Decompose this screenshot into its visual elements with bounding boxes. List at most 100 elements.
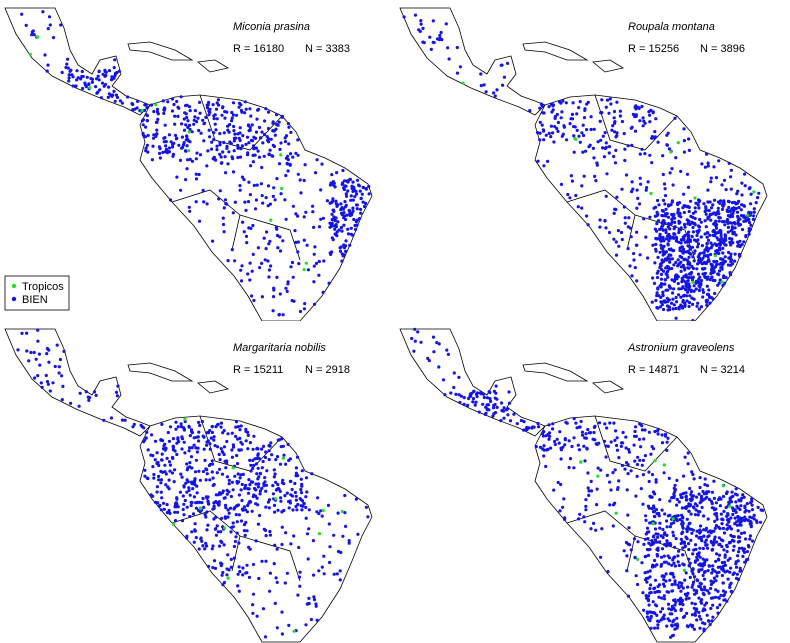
occurrence-dot [553, 442, 557, 447]
occurrence-dot [645, 526, 650, 530]
occurrence-dot [721, 262, 725, 266]
occurrence-dot [665, 237, 669, 241]
occurrence-dot [709, 586, 713, 591]
occurrence-dot [690, 245, 695, 249]
occurrence-dot [658, 250, 662, 254]
occurrence-dot [651, 490, 656, 494]
occurrence-dot [272, 144, 276, 149]
occurrence-dot [584, 436, 588, 440]
occurrence-dot [253, 207, 258, 211]
occurrence-dot [717, 596, 721, 600]
occurrence-dot [187, 425, 191, 429]
occurrence-dot [264, 247, 268, 251]
occurrence-dot [210, 459, 214, 463]
occurrence-dot [542, 138, 546, 142]
occurrence-dot [689, 214, 693, 218]
tropicos-dot [746, 213, 750, 217]
occurrence-dot [648, 575, 652, 579]
occurrence-dot [183, 451, 187, 455]
occurrence-dot [722, 531, 727, 535]
occurrence-dot [728, 221, 732, 225]
occurrence-dot [751, 539, 755, 543]
occurrence-dot [159, 490, 163, 494]
occurrence-dot [585, 214, 589, 218]
occurrence-dot [240, 144, 244, 148]
occurrence-dot [298, 309, 303, 314]
occurrence-dot [263, 119, 267, 123]
occurrence-dot [232, 149, 236, 153]
occurrence-dot [734, 510, 738, 514]
occurrence-dot [173, 468, 177, 472]
occurrence-dot [705, 613, 709, 617]
occurrence-dot [696, 579, 700, 583]
occurrence-dot [551, 422, 555, 426]
occurrence-dot [673, 216, 677, 220]
occurrence-dot [636, 582, 640, 587]
occurrence-dot [467, 396, 471, 401]
occurrence-dot [215, 423, 220, 427]
tropicos-dot [226, 576, 230, 580]
occurrence-dot [254, 482, 258, 486]
occurrence-dot [218, 152, 222, 156]
occurrence-dot [222, 445, 227, 449]
occurrence-dot [692, 548, 696, 552]
occurrence-dot [187, 105, 192, 109]
occurrence-dot [268, 148, 272, 152]
occurrence-dot [587, 145, 591, 149]
occurrence-dot [230, 110, 234, 115]
occurrence-dot [293, 481, 297, 486]
occurrence-dot [247, 545, 251, 549]
occurrence-dot [197, 547, 201, 551]
occurrence-dot [615, 134, 619, 138]
occurrence-dot [727, 161, 731, 165]
occurrence-dot [157, 463, 161, 468]
occurrence-dot [703, 570, 707, 574]
occurrence-dot [632, 258, 636, 262]
occurrence-dot [661, 249, 665, 253]
occurrence-dot [731, 512, 735, 517]
occurrence-dot [361, 185, 365, 189]
occurrence-dot [110, 94, 114, 98]
occurrence-dot [624, 173, 629, 177]
occurrence-dot [69, 401, 73, 405]
occurrence-dot [661, 198, 666, 202]
occurrence-dot [717, 525, 721, 529]
occurrence-dot [53, 364, 57, 369]
occurrence-dot [676, 211, 680, 215]
occurrence-dot [679, 238, 683, 242]
occurrence-dot [604, 194, 608, 198]
occurrence-dot [712, 165, 716, 169]
occurrence-dot [238, 428, 242, 432]
occurrence-dot [272, 562, 276, 566]
occurrence-dot [236, 462, 240, 466]
occurrence-dot [658, 526, 662, 530]
occurrence-dot [674, 273, 678, 277]
occurrence-dot [697, 280, 701, 284]
occurrence-dot [674, 260, 678, 264]
occurrence-dot [629, 469, 633, 473]
occurrence-dot [493, 94, 497, 98]
occurrence-dot [725, 523, 729, 527]
occurrence-dot [745, 502, 749, 506]
occurrence-dot [27, 359, 31, 363]
tropicos-dot [720, 280, 724, 284]
occurrence-dot [499, 419, 503, 423]
occurrence-dot [222, 580, 226, 585]
occurrence-dot [660, 258, 664, 262]
occurrence-dot [20, 331, 24, 335]
occurrence-dot [304, 516, 308, 520]
occurrence-dot [444, 22, 448, 26]
occurrence-dot [631, 187, 635, 191]
occurrence-dot [700, 162, 704, 166]
occurrence-dot [287, 142, 291, 146]
occurrence-dot [685, 517, 689, 521]
occurrence-dot [364, 201, 368, 205]
occurrence-dot [707, 497, 711, 501]
occurrence-dot [623, 147, 627, 151]
occurrence-dot [604, 105, 608, 109]
occurrence-dot [710, 548, 714, 552]
occurrence-dot [180, 519, 185, 523]
occurrence-dot [691, 302, 695, 306]
occurrence-dot [289, 265, 293, 269]
